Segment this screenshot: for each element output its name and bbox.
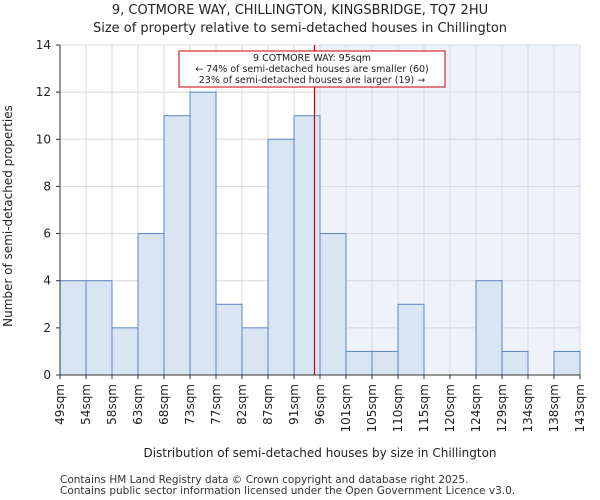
x-tick-label: 110sqm [391,384,405,432]
bar [59,280,87,376]
bar [319,233,347,376]
bars [59,45,581,376]
bar [137,233,165,376]
bar [241,327,269,376]
y-tick-label: 4 [43,274,51,288]
x-tick-label: 63sqm [131,384,145,425]
bar [345,350,373,376]
y-tick-label: 10 [36,132,51,146]
x-tick-label: 68sqm [157,384,171,425]
x-tick-label: 138sqm [547,384,561,432]
bar [163,115,191,376]
y-tick-label: 0 [43,368,51,382]
annotation-box: 9 COTMORE WAY: 95sqm ← 74% of semi-detac… [178,50,446,88]
footer-licence: Contains public sector information licen… [60,485,516,497]
axes: 0 2 4 6 8 10 12 14 49sqm 54sqm 58sqm 63sqm 68sqm 73sq… [36,38,587,432]
bar [397,303,425,376]
x-axis-label: Distribution of semi-detached houses by … [143,446,496,460]
y-tick-label: 14 [36,38,51,52]
x-tick-label: 49sqm [53,384,67,425]
x-tick-label: 143sqm [573,384,587,432]
y-axis-label: Number of semi-detached properties [1,105,15,327]
x-tick-label: 120sqm [443,384,457,432]
x-tick-label: 129sqm [495,384,509,432]
footer-copyright: Contains HM Land Registry data © Crown c… [60,474,469,486]
y-tick-label: 6 [43,227,51,241]
x-tick-label: 105sqm [365,384,379,432]
x-tick-label: 87sqm [261,384,275,425]
x-tick-label: 134sqm [521,384,535,432]
bar [189,91,217,376]
x-tick-label: 91sqm [287,384,301,425]
x-tick-label: 124sqm [469,384,483,432]
bar [501,350,529,376]
x-tick-label: 82sqm [235,384,249,425]
annotation-border [178,50,446,88]
annotation-line-3: 23% of semi-detached houses are larger (… [199,75,426,86]
x-tick-label: 77sqm [209,384,223,425]
bar [475,280,503,376]
bar [267,138,295,376]
x-tick-label: 115sqm [417,384,431,432]
x-tick-label: 58sqm [105,384,119,425]
chart-title: 9, COTMORE WAY, CHILLINGTON, KINGSBRIDGE… [111,3,489,18]
bar [111,327,139,376]
bar [85,280,113,376]
y-tick-label: 12 [36,85,51,99]
chart-subtitle: Size of property relative to semi-detach… [92,21,508,36]
x-tick-label: 96sqm [313,384,327,425]
bar [371,350,399,376]
y-tick-label: 8 [43,179,51,193]
bar [293,115,321,376]
x-tick-label: 73sqm [183,384,197,425]
y-tick-label: 2 [43,321,51,335]
x-tick-label: 54sqm [79,384,93,425]
bar [553,350,581,376]
annotation-line-1: 9 COTMORE WAY: 95sqm [253,53,371,64]
x-tick-label: 101sqm [339,384,353,432]
larger-region [314,45,580,375]
bar [215,303,243,376]
annotation-line-2: ← 74% of semi-detached houses are smalle… [195,64,429,75]
